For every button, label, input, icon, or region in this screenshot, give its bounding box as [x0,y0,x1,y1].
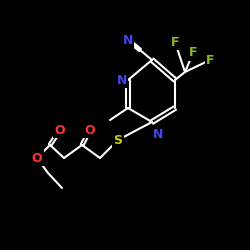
Text: F: F [206,54,214,66]
Text: F: F [189,46,197,60]
Text: S: S [114,134,122,146]
Text: F: F [171,36,179,49]
Text: N: N [123,34,133,46]
Text: N: N [117,74,127,86]
Text: O: O [55,124,65,136]
Text: O: O [85,124,95,136]
Text: O: O [32,152,42,164]
Text: N: N [153,128,163,141]
